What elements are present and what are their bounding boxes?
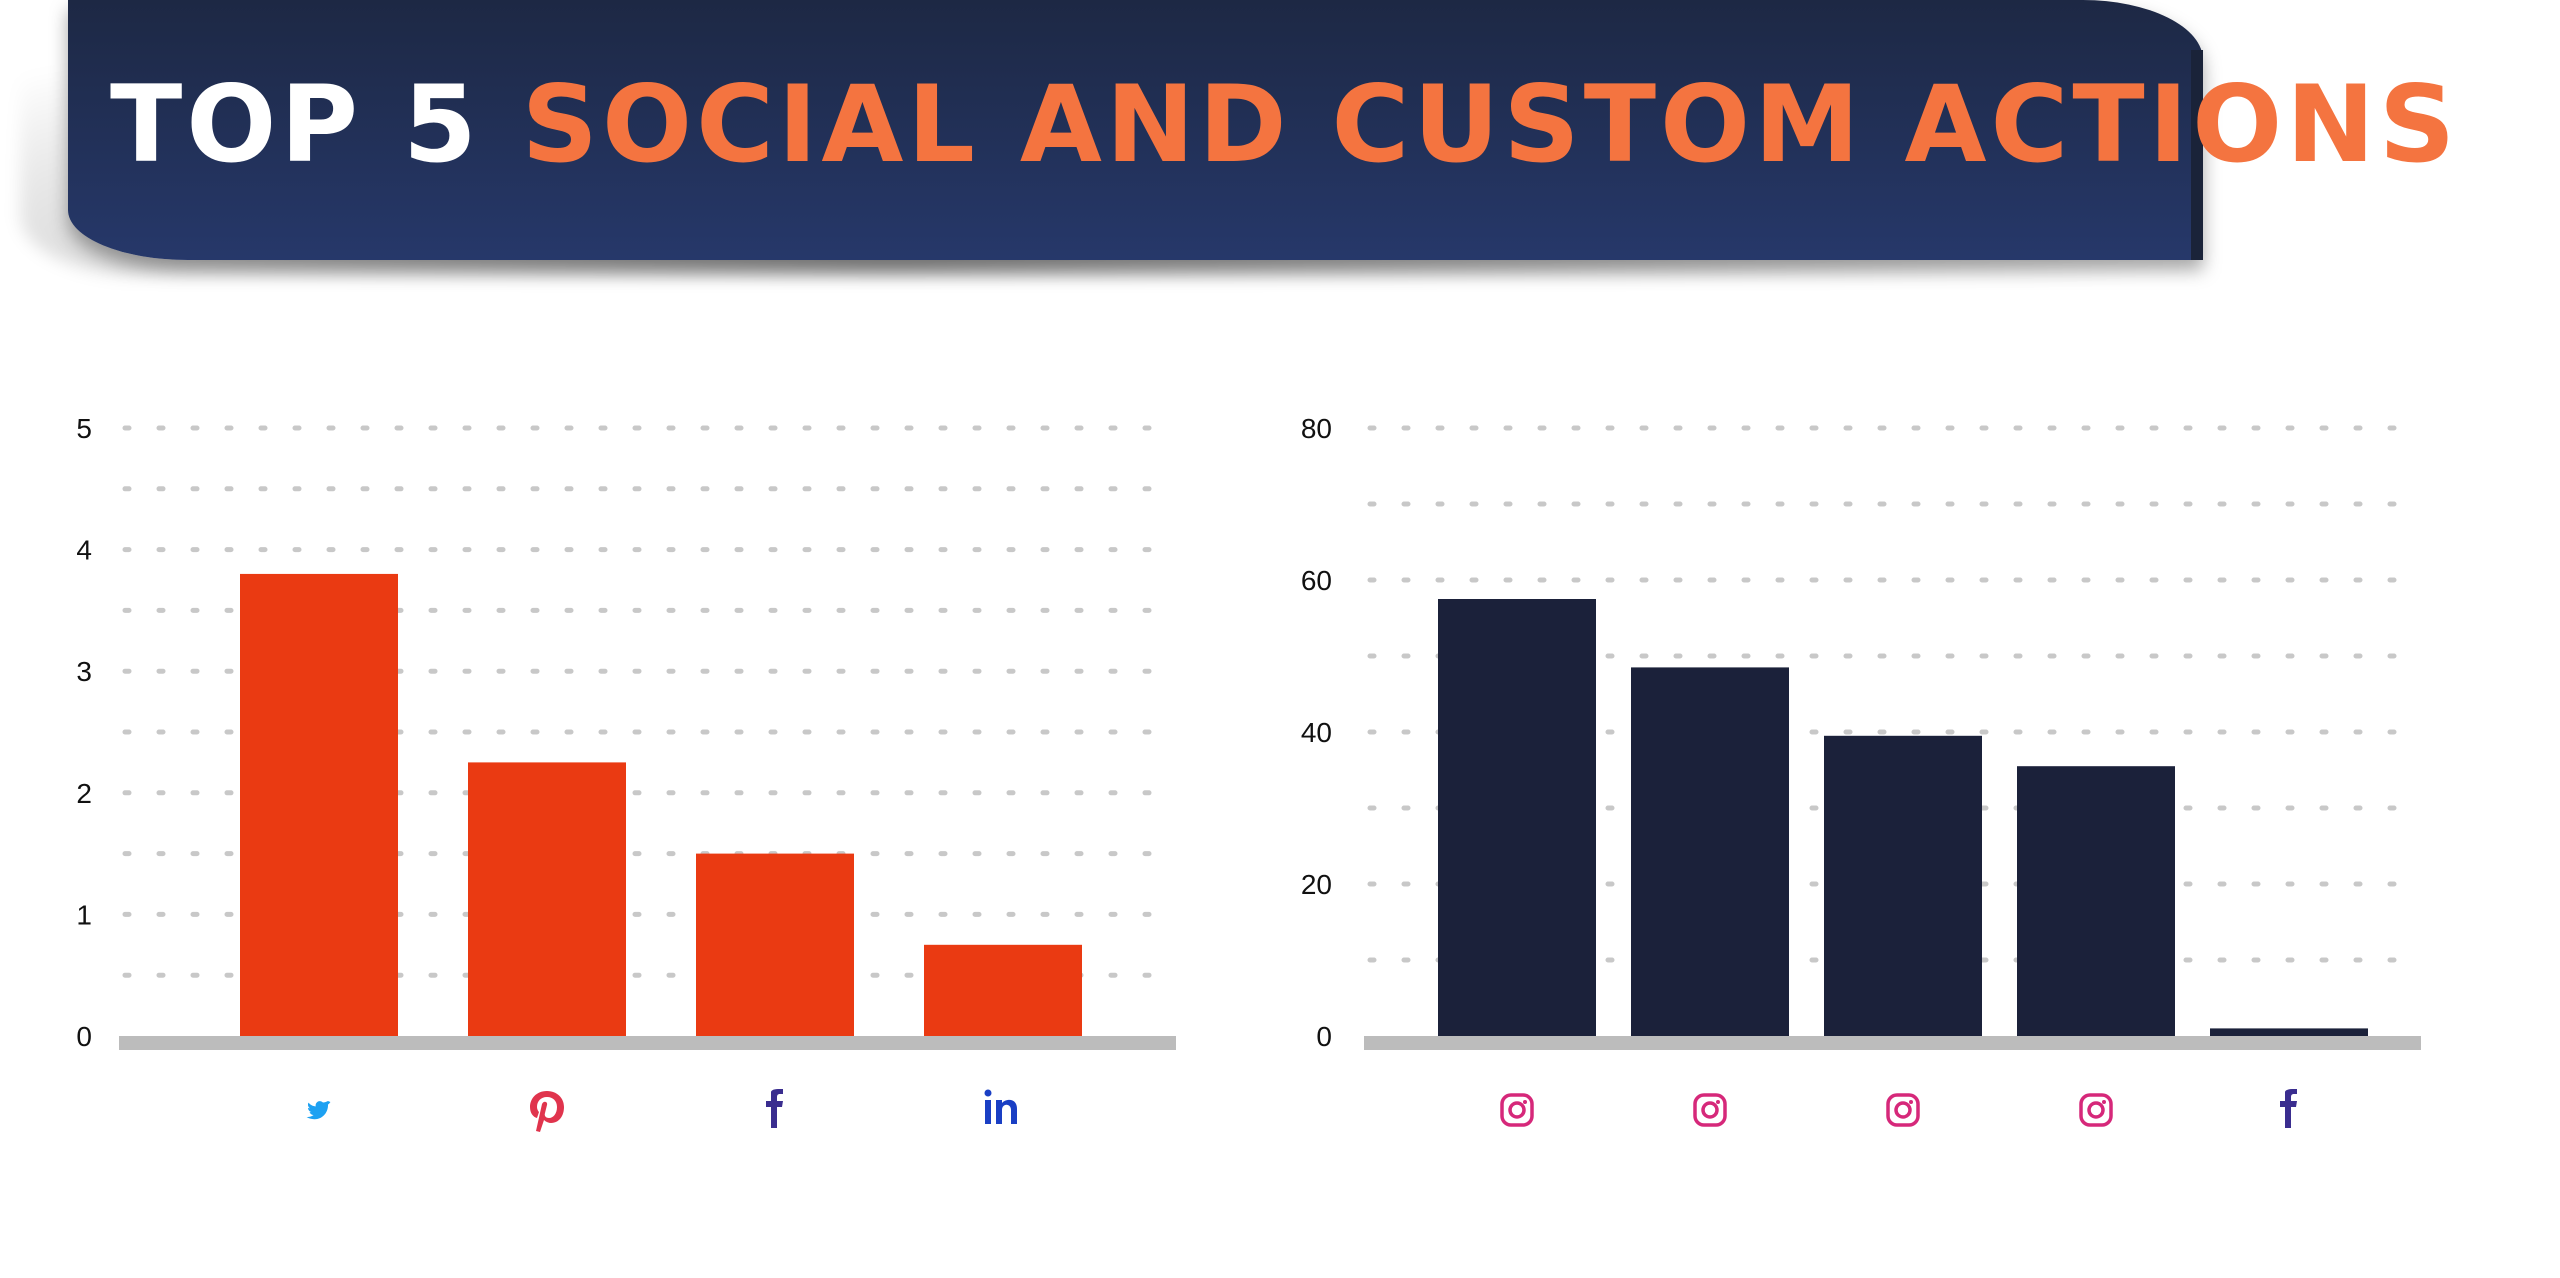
right-y-tick-label: 20: [1301, 869, 1332, 900]
instagram-icon: [1886, 1093, 1920, 1127]
right-x-axis: [1364, 1036, 2421, 1050]
twitter-icon: [306, 1101, 331, 1120]
page-title: TOP 5 SOCIAL AND CUSTOM ACTIONS: [110, 72, 2459, 178]
left-y-tick-label: 1: [76, 899, 92, 930]
left-y-tick-label: 0: [76, 1021, 92, 1052]
custom-actions-chart: 0 20 40 60 80: [1270, 380, 2520, 1160]
banner-edge: [2191, 50, 2203, 260]
right-y-tick-label: 40: [1301, 717, 1332, 748]
left-y-tick-label: 5: [76, 413, 92, 444]
left-bar: [924, 944, 1082, 1036]
left-bar: [468, 762, 626, 1036]
left-bar: [240, 573, 398, 1036]
right-bar: [1631, 667, 1789, 1036]
left-x-axis: [119, 1036, 1176, 1050]
right-bar: [1438, 599, 1596, 1036]
pinterest-icon: [530, 1091, 564, 1132]
right-bar: [2210, 1028, 2368, 1036]
custom-actions-chart-svg: 0 20 40 60 80: [1301, 413, 2421, 1128]
right-y-tick-label: 80: [1301, 413, 1332, 444]
right-y-tick-label: 60: [1301, 565, 1332, 596]
instagram-icon: [2079, 1093, 2113, 1127]
title-prefix: TOP 5: [110, 63, 481, 186]
right-y-tick-label: 0: [1316, 1021, 1332, 1052]
facebook-icon: [766, 1089, 783, 1128]
left-bar: [696, 853, 854, 1036]
left-y-tick-label: 2: [76, 778, 92, 809]
right-bar: [2017, 766, 2175, 1036]
facebook-icon: [2280, 1089, 2297, 1128]
left-y-tick-label: 4: [76, 535, 92, 566]
instagram-icon: [1500, 1093, 1534, 1127]
social-actions-chart: 0 1 2 3 4 5: [40, 380, 1200, 1160]
social-actions-chart-svg: 0 1 2 3 4 5: [76, 413, 1176, 1132]
title-highlight: SOCIAL AND CUSTOM ACTIONS: [521, 63, 2460, 186]
title-banner: TOP 5 SOCIAL AND CUSTOM ACTIONS: [68, 0, 2455, 260]
linkedin-icon: [984, 1089, 1017, 1124]
instagram-icon: [1693, 1093, 1727, 1127]
left-y-tick-label: 3: [76, 656, 92, 687]
right-bar: [1824, 735, 1982, 1036]
